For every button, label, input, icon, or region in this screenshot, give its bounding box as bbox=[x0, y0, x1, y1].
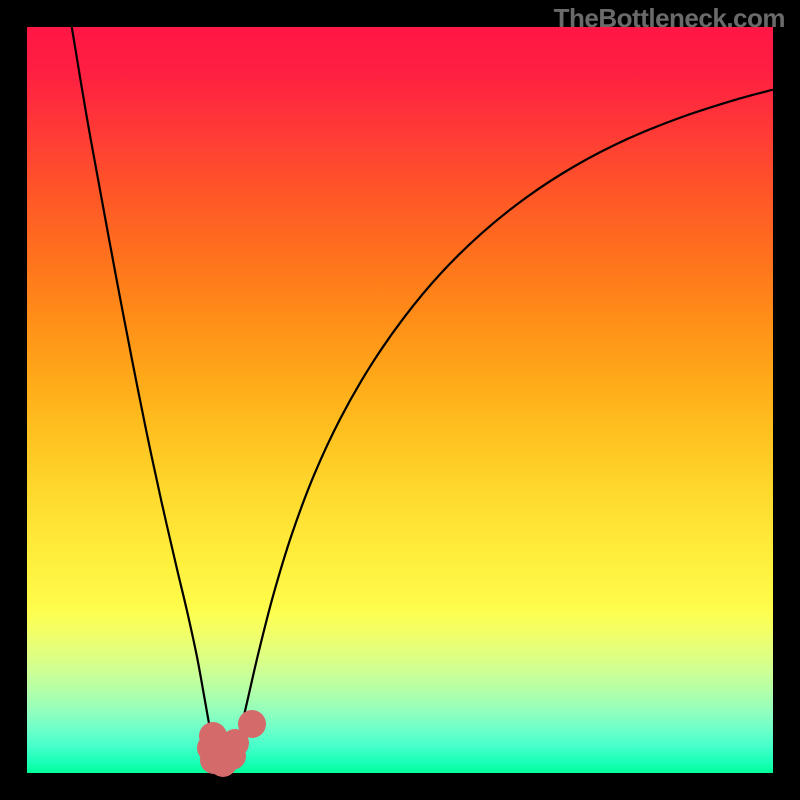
bottleneck-curve-plot bbox=[27, 27, 773, 773]
chart-root: TheBottleneck.com bbox=[0, 0, 800, 800]
watermark-text: TheBottleneck.com bbox=[554, 3, 785, 34]
marker-dot bbox=[238, 710, 266, 738]
gradient-background bbox=[27, 27, 773, 773]
